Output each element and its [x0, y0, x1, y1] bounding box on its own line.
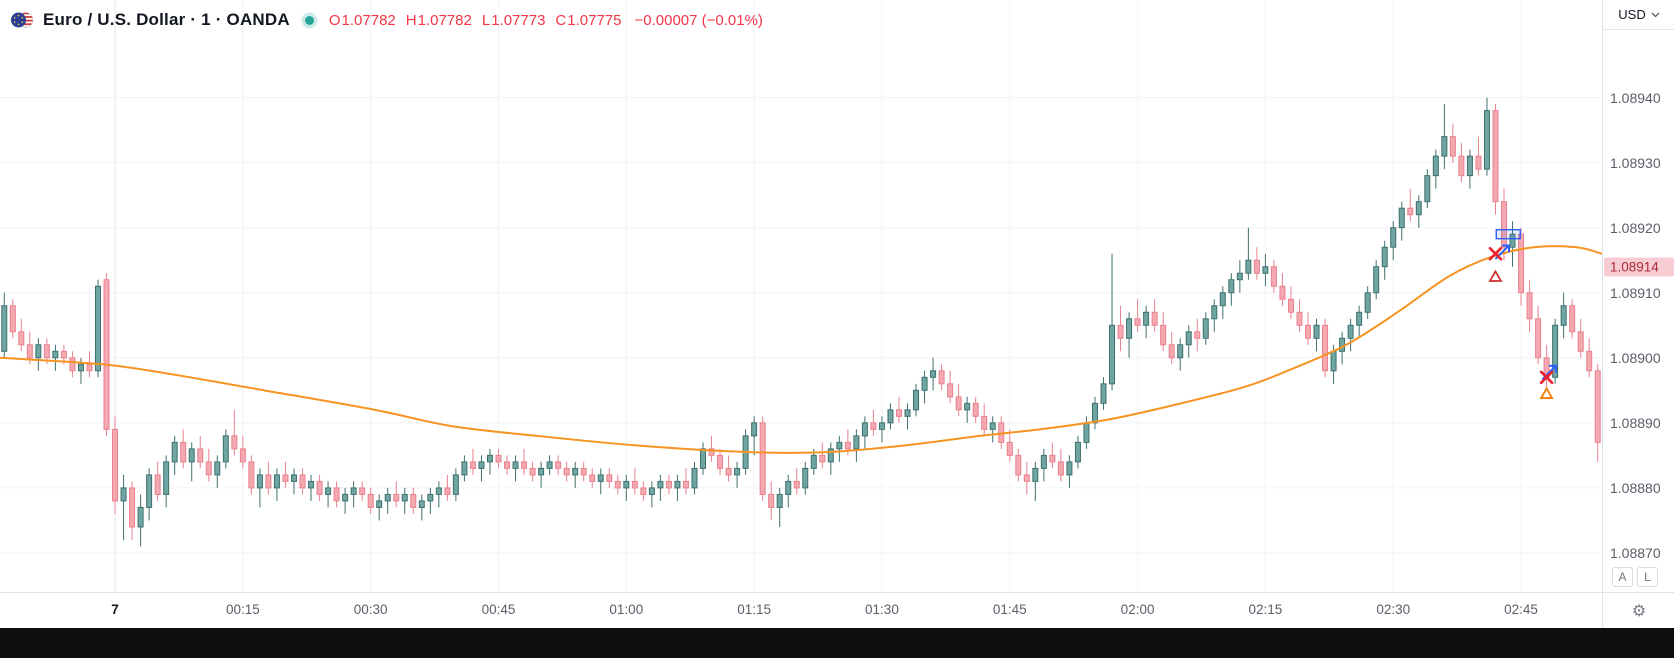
high-label: H	[405, 11, 417, 29]
chart-plot[interactable]: Euro / U.S. Dollar · 1 · OANDA O 1.07782 …	[0, 0, 1602, 592]
bottom-black-bar	[0, 628, 1674, 658]
currency-pair-icon	[10, 8, 34, 32]
low-value: 1.07773	[491, 11, 546, 29]
high-value: 1.07782	[417, 11, 472, 29]
last-price-label: 1.08914	[1604, 257, 1674, 277]
price-tick-label: 1.08910	[1610, 284, 1661, 301]
price-tick-label: 1.08890	[1610, 414, 1661, 431]
time-tick-label: 01:45	[992, 602, 1027, 617]
time-tick-label: 02:00	[1120, 602, 1155, 617]
candles	[1, 97, 1601, 547]
close-value: 1.07775	[567, 11, 622, 29]
close-x-marker	[1539, 370, 1554, 385]
close-x-marker	[1488, 246, 1503, 261]
currency-label: USD	[1618, 7, 1646, 22]
currency-dropdown[interactable]: USD	[1603, 0, 1674, 30]
price-tick-label: 1.08900	[1610, 349, 1661, 366]
time-tick-label: 00:45	[481, 602, 516, 617]
candlestick-chart[interactable]	[0, 0, 1602, 592]
triangle-marker	[1488, 269, 1503, 282]
price-tick-label: 1.08870	[1610, 544, 1661, 561]
log-scale-button[interactable]: L	[1637, 567, 1658, 587]
market-status-icon[interactable]	[304, 15, 314, 25]
scale-buttons: A L	[1612, 567, 1658, 587]
low-label: L	[481, 11, 491, 29]
trade-markers[interactable]	[1488, 228, 1557, 399]
order-box-marker	[1495, 228, 1521, 240]
auto-scale-button[interactable]: A	[1612, 567, 1633, 587]
price-tick-label: 1.08940	[1610, 89, 1661, 106]
time-tick-label: 00:30	[353, 602, 388, 617]
chevron-down-icon	[1651, 12, 1660, 17]
price-tick-label: 1.08880	[1610, 479, 1661, 496]
triangle-marker	[1539, 386, 1554, 399]
moving-average-line	[0, 245, 1602, 454]
open-label: O	[328, 11, 341, 29]
time-tick-label: 01:00	[609, 602, 644, 617]
symbol-legend: Euro / U.S. Dollar · 1 · OANDA O 1.07782 …	[10, 7, 763, 33]
close-label: C	[555, 11, 567, 29]
settings-gear-icon[interactable]: ⚙	[1631, 603, 1647, 620]
time-tick-label: 02:45	[1504, 602, 1538, 617]
time-axis[interactable]: 7 00:15 00:30 00:45 01:00 01:15 01:30 01:45 02:0…	[0, 592, 1602, 629]
price-axis[interactable]: USD 1.08940 1.08930 1.08920 1.08910 1.08900 1…	[1602, 0, 1674, 592]
time-tick-label: 00:15	[225, 602, 260, 617]
price-tick-label: 1.08930	[1610, 154, 1661, 171]
symbol-title[interactable]: Euro / U.S. Dollar · 1 · OANDA	[43, 10, 290, 29]
time-tick-label: 02:15	[1248, 602, 1283, 617]
open-value: 1.07782	[341, 11, 396, 29]
grid-lines	[0, 0, 1602, 592]
time-tick-label: 01:15	[737, 602, 772, 617]
time-tick-label: 01:30	[865, 602, 899, 617]
time-tick-label: 02:30	[1376, 602, 1411, 617]
axis-corner: ⚙	[1602, 592, 1674, 629]
price-tick-label: 1.08920	[1610, 219, 1661, 236]
price-change: −0.00007 (−0.01%)	[634, 11, 763, 29]
time-tick-label: 7	[111, 602, 119, 617]
ohlc-values: O 1.07782 H 1.07782 L 1.07773 C 1.07775	[329, 12, 622, 29]
